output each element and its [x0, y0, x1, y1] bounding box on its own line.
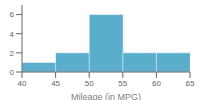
- svg-text:50: 50: [85, 79, 94, 88]
- svg-text:65: 65: [186, 79, 192, 88]
- svg-text:60: 60: [152, 79, 161, 88]
- svg-text:6: 6: [10, 10, 15, 19]
- svg-text:55: 55: [118, 79, 127, 88]
- svg-text:0: 0: [10, 68, 15, 77]
- svg-text:40: 40: [18, 79, 27, 88]
- svg-text:4: 4: [10, 30, 15, 39]
- svg-text:2: 2: [10, 49, 15, 58]
- svg-text:45: 45: [51, 79, 60, 88]
- svg-text:Mileage (in MPG): Mileage (in MPG): [71, 92, 141, 100]
